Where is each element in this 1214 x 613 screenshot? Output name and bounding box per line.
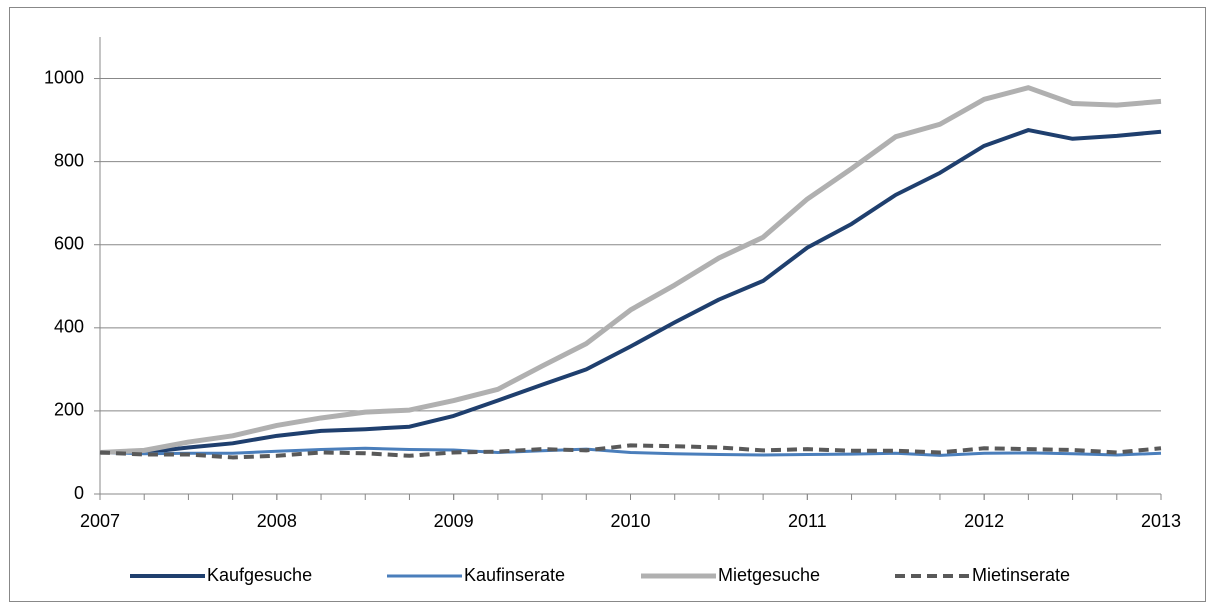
series-line bbox=[100, 128, 1162, 455]
x-tick-label: 2012 bbox=[964, 511, 1004, 531]
legend-label: Mietinserate bbox=[972, 565, 1070, 585]
x-tick-label: 2007 bbox=[80, 511, 120, 531]
y-tick-label: 400 bbox=[54, 317, 84, 337]
series-line bbox=[99, 85, 1162, 455]
y-tick-label: 1000 bbox=[44, 67, 84, 87]
y-tick-label: 200 bbox=[54, 400, 84, 420]
series-line bbox=[99, 446, 1162, 457]
x-tick-label: 2013 bbox=[1141, 511, 1181, 531]
legend-label: Mietgesuche bbox=[718, 565, 820, 585]
x-tick-label: 2009 bbox=[434, 511, 474, 531]
legend-label: Kaufgesuche bbox=[207, 565, 312, 585]
y-tick-label: 800 bbox=[54, 150, 84, 170]
x-tick-label: 2011 bbox=[788, 511, 827, 531]
x-tick-label: 2010 bbox=[610, 511, 650, 531]
legend-label: Kaufinserate bbox=[464, 565, 565, 585]
chart-border bbox=[9, 7, 1206, 602]
y-tick-label: 600 bbox=[54, 233, 84, 253]
series-line bbox=[99, 443, 1162, 460]
x-tick-label: 2008 bbox=[257, 511, 297, 531]
y-tick-label: 0 bbox=[74, 483, 84, 503]
